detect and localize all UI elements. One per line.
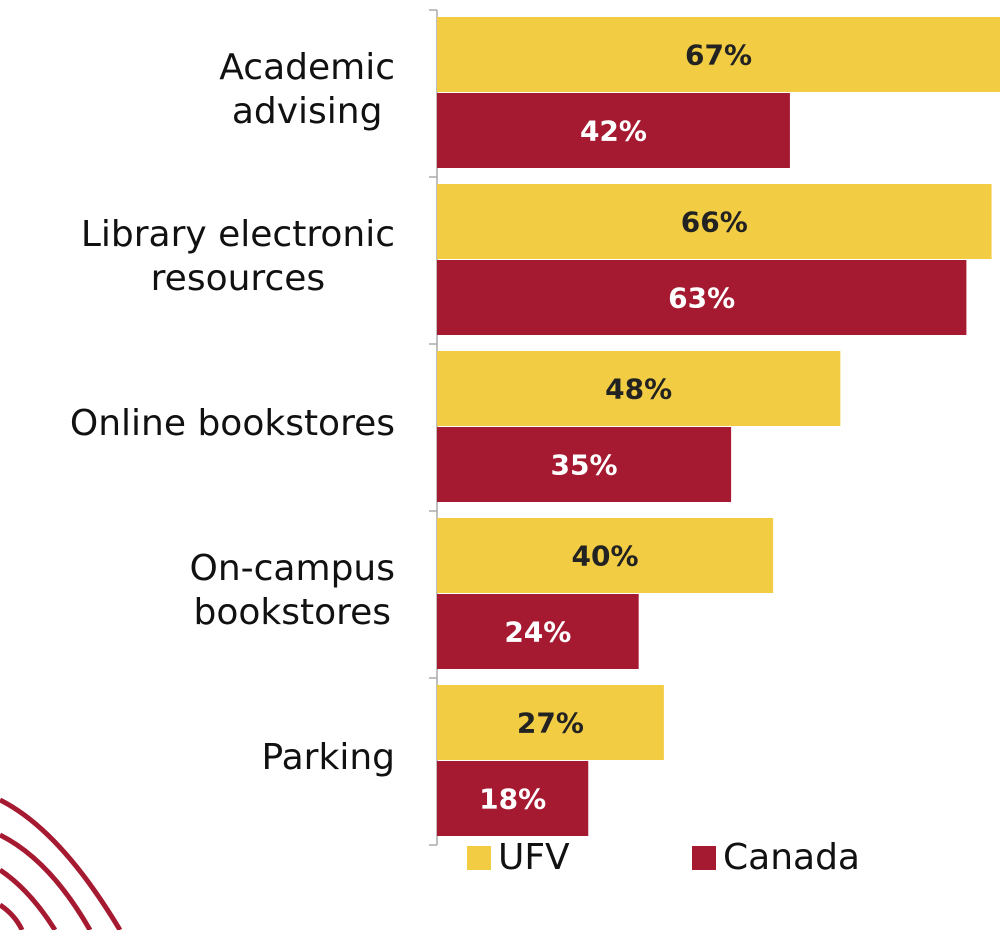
legend-label: UFV xyxy=(498,838,570,878)
data-label: 63% xyxy=(668,282,735,315)
legend-swatch xyxy=(467,846,491,870)
category-label: Academic advising xyxy=(219,46,395,134)
category-label: On-campus bookstores xyxy=(190,547,396,635)
category-label: Library electronic resources xyxy=(81,213,395,301)
data-label: 40% xyxy=(572,540,639,573)
data-label: 35% xyxy=(551,449,618,482)
data-label: 42% xyxy=(580,115,647,148)
category-label: Online bookstores xyxy=(70,402,395,446)
data-label: 67% xyxy=(685,39,752,72)
data-label: 48% xyxy=(605,373,672,406)
category-label: Parking xyxy=(262,736,395,780)
chart-canvas: 67% 42% 66% 63% 48% 35% 40% 24% 27% 18% xyxy=(0,0,1000,930)
data-label: 18% xyxy=(479,783,546,816)
legend-swatch xyxy=(692,846,716,870)
chart: 67% 42% 66% 63% 48% 35% 40% 24% 27% 18% Academic … xyxy=(0,0,1000,930)
data-label: 66% xyxy=(681,206,748,239)
data-label: 27% xyxy=(517,707,584,740)
decoration xyxy=(0,800,120,930)
data-label: 24% xyxy=(504,616,571,649)
legend-label: Canada xyxy=(723,838,860,878)
